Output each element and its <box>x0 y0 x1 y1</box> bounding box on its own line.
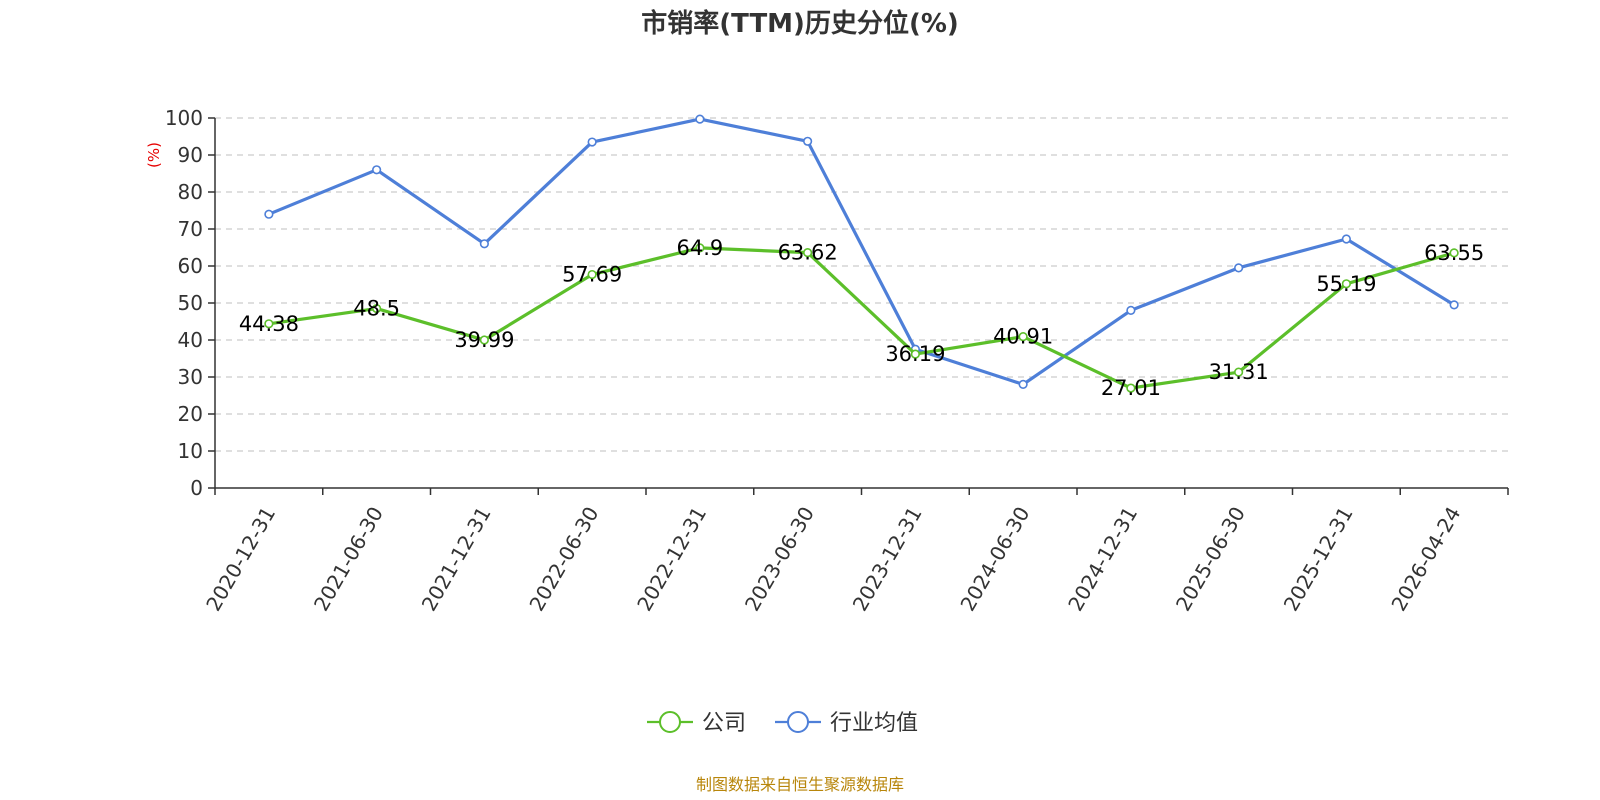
data-label: 36.19 <box>885 342 945 366</box>
series-point-0 <box>587 269 597 280</box>
data-label: 57.69 <box>562 263 622 287</box>
data-label: 48.5 <box>353 297 400 321</box>
y-tick-label: 90 <box>178 143 203 167</box>
series-point-0 <box>372 303 382 314</box>
series-point-0 <box>803 248 813 258</box>
series-point-0 <box>1234 367 1244 377</box>
data-label: 63.62 <box>778 241 838 265</box>
chart-title: 市销率(TTM)历史分位(%) <box>641 8 959 39</box>
data-label: 55.19 <box>1316 272 1376 296</box>
legend-marker <box>787 711 809 733</box>
series-point-0 <box>1449 248 1459 258</box>
y-tick-label: 0 <box>190 476 203 500</box>
series-point-1 <box>372 165 382 175</box>
data-label: 31.31 <box>1209 360 1269 384</box>
legend-label: 行业均值 <box>830 711 918 736</box>
series-line-0 <box>268 246 1455 390</box>
series-point-1 <box>695 114 705 124</box>
y-tick-label: 50 <box>178 291 203 315</box>
y-tick-label: 40 <box>178 328 203 352</box>
series-point-1 <box>1449 300 1459 310</box>
series-point-0 <box>1018 332 1028 342</box>
series-point-1 <box>587 137 597 147</box>
data-label: 64.9 <box>676 236 723 260</box>
x-tick-label: 2025-12-31 <box>1279 503 1358 616</box>
data-label: 44.38 <box>239 312 299 336</box>
x-tick-label: 2024-12-31 <box>1063 503 1142 616</box>
y-tick-label: 30 <box>178 365 203 389</box>
x-tick-label: 2025-06-30 <box>1171 503 1250 616</box>
data-labels: 44.38 48.5 39.99 57.69 64.9 63.62 36.19 40.91 27… <box>239 236 1484 400</box>
y-tick-label: 10 <box>178 439 203 463</box>
x-tick-label: 2023-12-31 <box>848 503 927 616</box>
x-tick-label: 2021-12-31 <box>417 503 496 616</box>
series-layer <box>264 114 1459 393</box>
series-point-0 <box>264 319 274 329</box>
series-point-1 <box>1234 263 1244 273</box>
y-tick-label: 70 <box>178 217 203 241</box>
y-tick-label: 100 <box>165 106 203 130</box>
legend-marker <box>659 711 681 733</box>
series-point-1 <box>1341 234 1351 244</box>
series-line-1 <box>268 117 1455 386</box>
series-point-1 <box>1126 305 1136 316</box>
series-point-0 <box>695 243 705 253</box>
y-tick-label: 80 <box>178 180 203 204</box>
series-point-0 <box>910 349 920 359</box>
y-tick-label: 20 <box>178 402 203 426</box>
source-note: 制图数据来自恒生聚源数据库 <box>696 775 904 794</box>
series-point-1 <box>803 136 813 146</box>
x-tick-label: 2020-12-31 <box>201 503 280 616</box>
series-point-1 <box>479 239 489 249</box>
y-tick-label: 60 <box>178 254 203 278</box>
x-tick-label: 2026-04-24 <box>1386 503 1465 616</box>
series-point-0 <box>1126 383 1136 393</box>
x-tick-label: 2021-06-30 <box>309 503 388 616</box>
data-label: 27.01 <box>1101 376 1161 400</box>
x-tick-label: 2022-12-31 <box>632 503 711 616</box>
data-label: 40.91 <box>993 325 1053 349</box>
legend[interactable]: 公司 行业均值 <box>647 711 918 736</box>
series-point-0 <box>1341 279 1351 289</box>
legend-item-0[interactable]: 公司 <box>647 711 746 736</box>
x-axis-ticks: 2020-12-31 2021-06-30 2021-12-31 2022-06-30… <box>201 488 1509 616</box>
y-axis-ticks: 0 10 20 30 40 50 60 70 80 90 100 <box>165 106 215 500</box>
grid-lines <box>215 117 1508 452</box>
data-label: 39.99 <box>454 328 514 352</box>
x-tick-label: 2023-06-30 <box>740 503 819 616</box>
y-axis-unit: (%) <box>145 142 163 168</box>
x-tick-label: 2024-06-30 <box>955 503 1034 616</box>
x-tick-label: 2022-06-30 <box>524 503 603 616</box>
legend-label: 公司 <box>702 711 746 736</box>
series-point-1 <box>264 209 274 219</box>
series-point-0 <box>479 335 489 345</box>
legend-item-1[interactable]: 行业均值 <box>775 711 918 736</box>
data-label: 63.55 <box>1424 241 1484 265</box>
series-point-1 <box>1018 379 1028 390</box>
